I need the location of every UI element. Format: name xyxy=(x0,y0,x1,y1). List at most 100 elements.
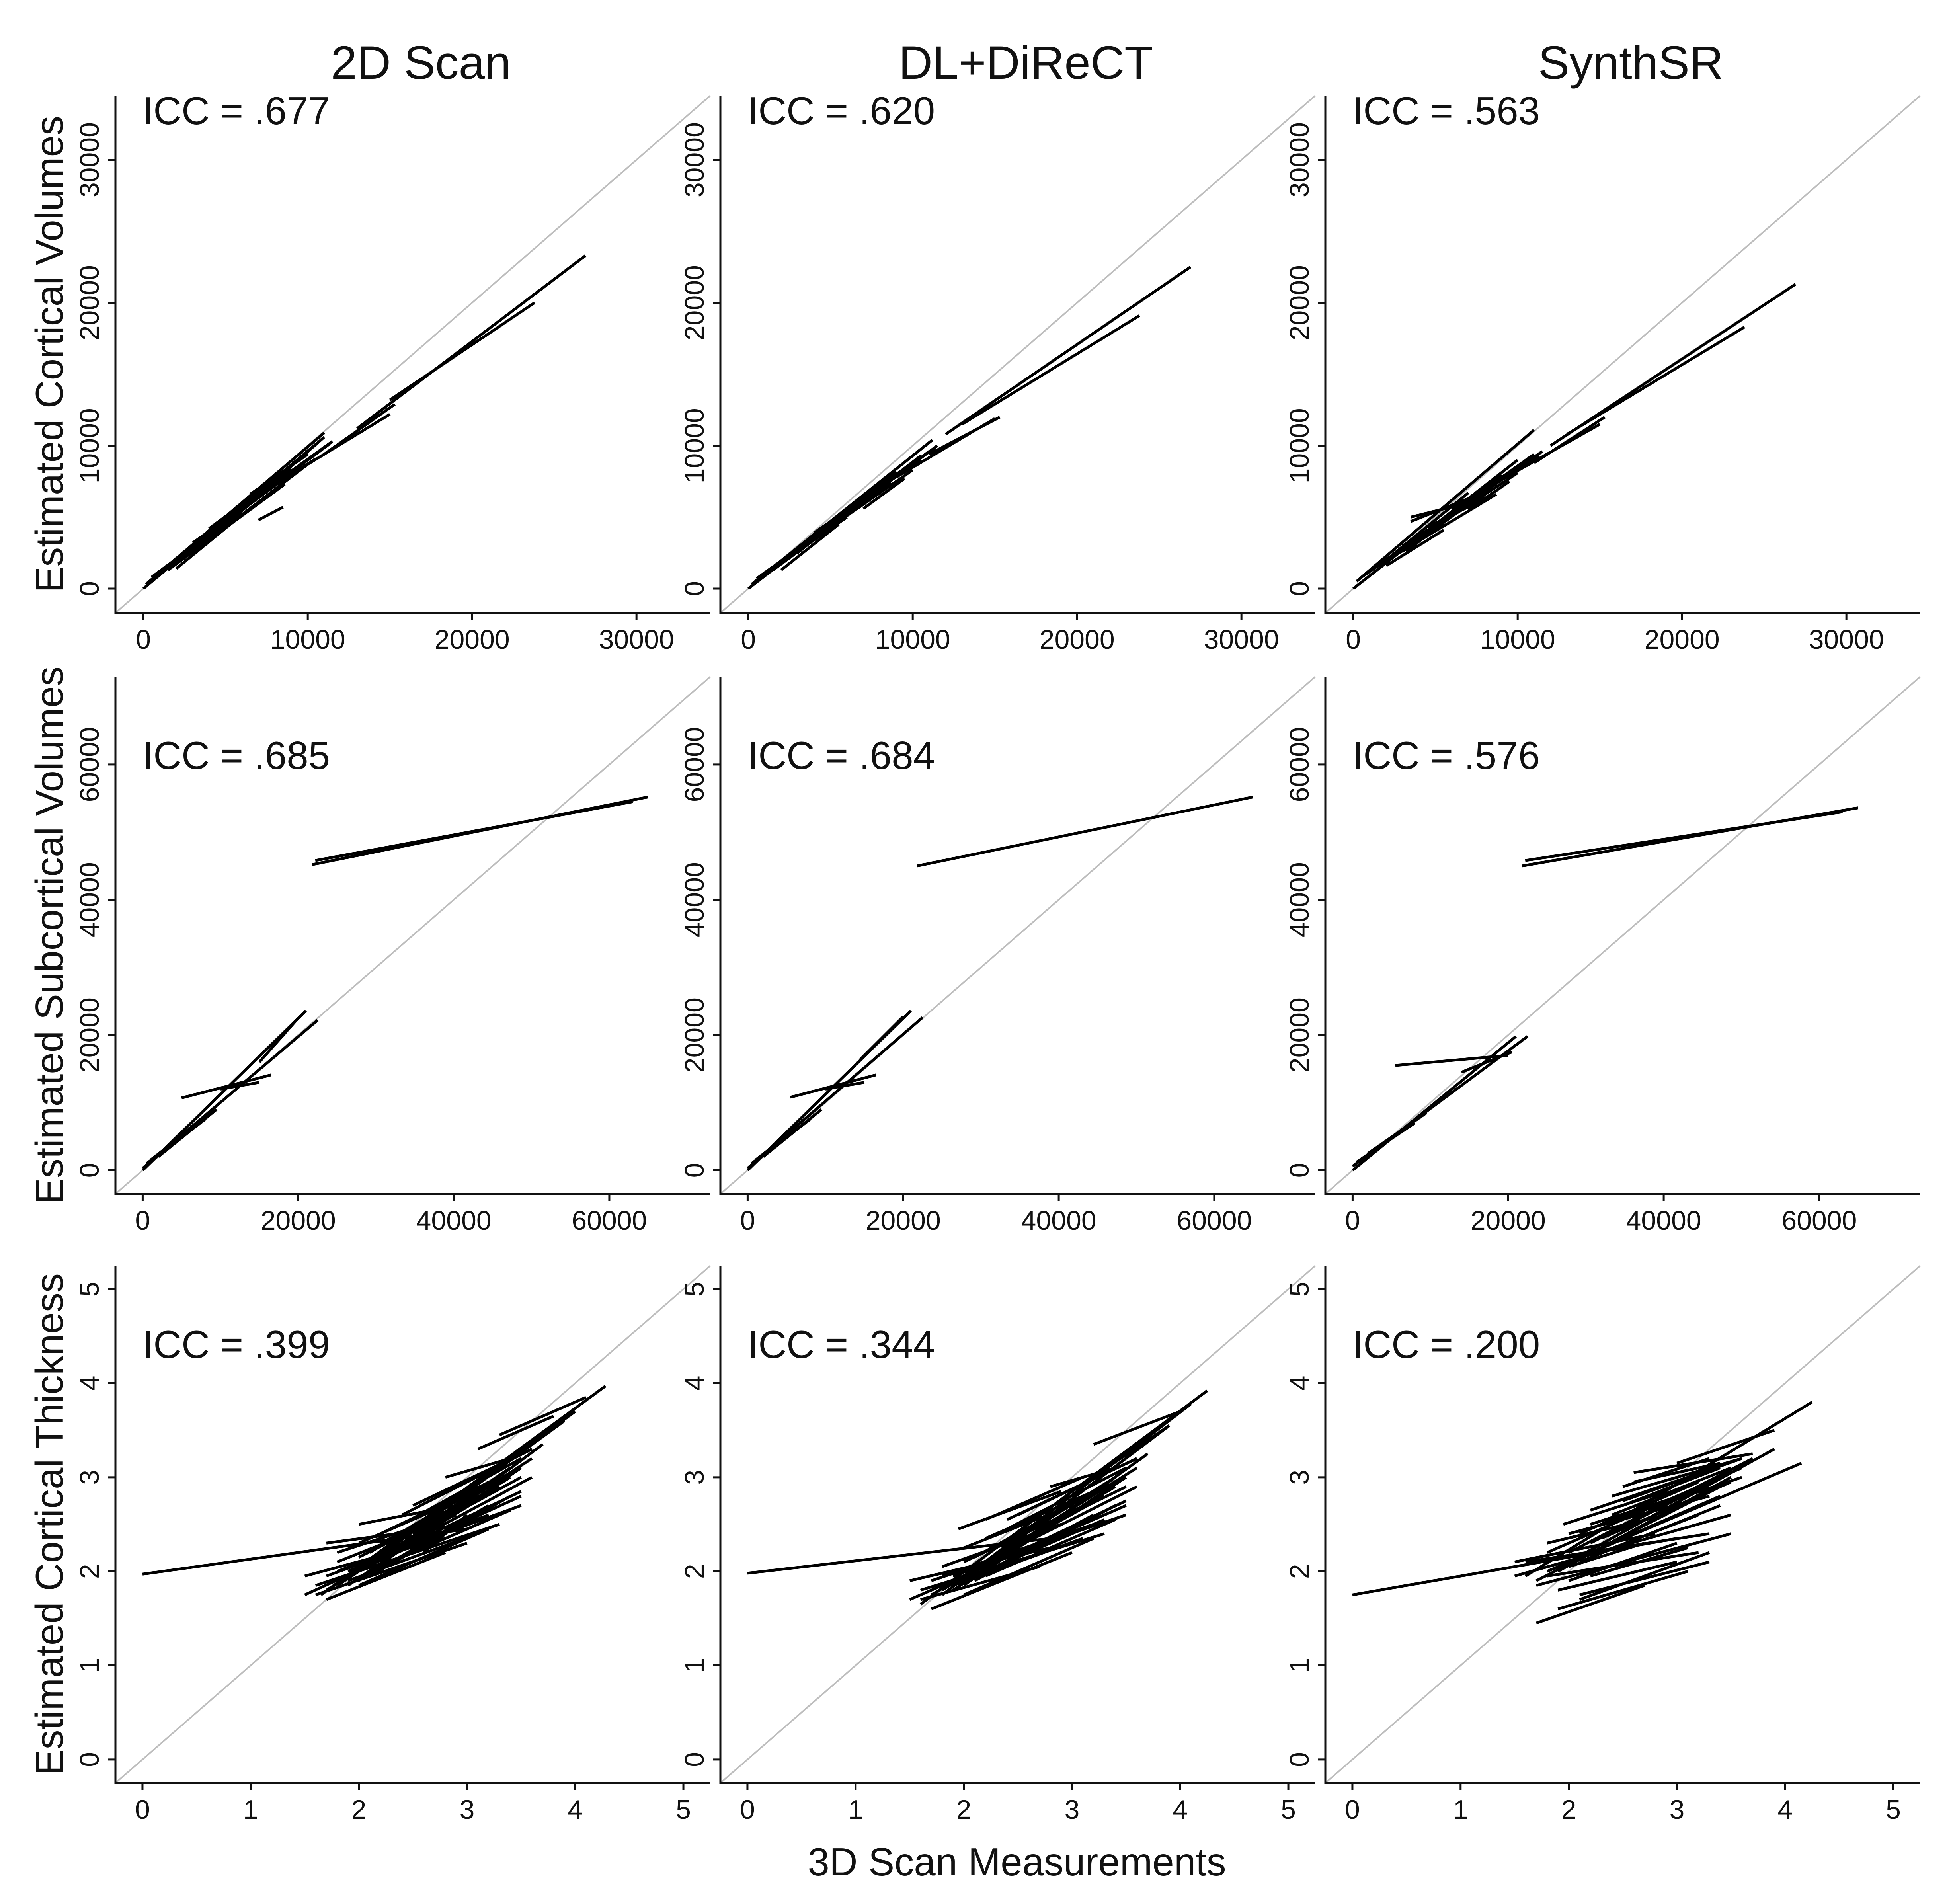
icc-annotation: ICC = .344 xyxy=(747,1323,935,1366)
data-segment xyxy=(1385,529,1445,567)
data-segment xyxy=(974,1518,1105,1578)
data-segment xyxy=(1017,1457,1137,1516)
data-segment xyxy=(315,1541,468,1596)
y-tick-label: 60000 xyxy=(1284,727,1315,802)
data-segment xyxy=(920,1565,1040,1601)
data-segment xyxy=(917,796,1254,868)
data-segment xyxy=(167,530,210,568)
data-segment xyxy=(1590,1494,1721,1554)
data-segment xyxy=(200,513,243,546)
y-tick-label: 4 xyxy=(1284,1376,1315,1391)
row-y-axis-label: Estimated Cortical Volumes xyxy=(27,116,71,593)
y-tick-label: 1 xyxy=(679,1658,710,1673)
x-tick-label: 20000 xyxy=(1040,624,1115,655)
data-segment xyxy=(1557,1570,1688,1611)
y-tick-label: 0 xyxy=(74,1752,105,1767)
x-tick-label: 3 xyxy=(1669,1795,1684,1825)
x-tick-label: 0 xyxy=(135,1206,150,1236)
data-segment xyxy=(1568,1541,1678,1582)
y-tick-label: 5 xyxy=(679,1282,710,1297)
x-tick-label: 0 xyxy=(740,1206,755,1236)
panel: 0 20000 40000 60000 0 20000 40000 60000 ICC = .6… xyxy=(74,676,711,1236)
y-tick-label: 20000 xyxy=(1284,997,1315,1073)
data-segment xyxy=(1579,1551,1710,1601)
data-segment xyxy=(821,493,872,530)
x-tick-label: 1 xyxy=(243,1795,258,1825)
panel: 0 10000 20000 30000 0 10000 20000 30000 ICC = .5… xyxy=(1284,89,1921,655)
panel: 0 20000 40000 60000 0 20000 40000 60000 ICC = .6… xyxy=(679,676,1316,1236)
x-tick-label: 40000 xyxy=(1626,1206,1701,1236)
y-tick-label: 0 xyxy=(679,1163,710,1178)
x-tick-label: 2 xyxy=(351,1795,367,1825)
data-segment xyxy=(390,1476,533,1554)
y-tick-label: 30000 xyxy=(679,122,710,197)
icc-annotation: ICC = .685 xyxy=(142,734,330,777)
data-segment xyxy=(780,523,840,572)
icc-annotation: ICC = .576 xyxy=(1352,734,1540,777)
y-tick-label: 3 xyxy=(679,1470,710,1485)
x-tick-label: 0 xyxy=(136,624,151,655)
panel: 0 1 2 3 4 5 0 1 2 3 4 5 ICC = .200 xyxy=(1284,1265,1921,1825)
x-tick-label: 30000 xyxy=(1809,624,1884,655)
x-tick-label: 0 xyxy=(1345,1206,1360,1236)
data-segment xyxy=(423,1485,500,1535)
data-segment xyxy=(1600,1514,1699,1554)
y-tick-label: 1 xyxy=(74,1658,105,1673)
data-segment xyxy=(389,301,536,401)
x-tick-label: 60000 xyxy=(1781,1206,1857,1236)
y-tick-label: 20000 xyxy=(74,265,105,340)
data-segment xyxy=(1557,1476,1732,1573)
data-segment xyxy=(1410,497,1469,523)
data-segment xyxy=(1356,429,1535,583)
x-tick-label: 1 xyxy=(1453,1795,1468,1825)
x-tick-label: 5 xyxy=(1886,1795,1901,1825)
y-tick-label: 0 xyxy=(1284,1163,1315,1178)
column-title: 2D Scan xyxy=(331,37,511,89)
data-segment xyxy=(995,1485,1138,1559)
data-segment xyxy=(1600,1481,1732,1540)
y-tick-label: 5 xyxy=(1284,1282,1315,1297)
data-segment xyxy=(347,1532,478,1582)
y-tick-label: 10000 xyxy=(74,408,105,483)
data-segment xyxy=(1006,1499,1127,1559)
panel: 0 10000 20000 30000 0 10000 20000 30000 ICC = .6… xyxy=(679,89,1316,655)
x-tick-label: 0 xyxy=(135,1795,150,1825)
y-tick-label: 60000 xyxy=(679,727,710,802)
data-segment xyxy=(995,1495,1084,1549)
data-segment xyxy=(961,314,1140,425)
data-segment xyxy=(412,1448,533,1507)
column-title: DL+DiReCT xyxy=(899,37,1153,89)
y-tick-label: 4 xyxy=(679,1376,710,1391)
data-segment xyxy=(1525,1532,1710,1564)
y-tick-label: 5 xyxy=(74,1282,105,1297)
y-tick-label: 60000 xyxy=(74,727,105,802)
y-tick-label: 0 xyxy=(1284,1752,1315,1767)
panel: 0 10000 20000 30000 0 10000 20000 30000 ICC = .6… xyxy=(74,89,711,655)
y-tick-label: 30000 xyxy=(74,122,105,197)
data-segment xyxy=(1405,509,1461,553)
y-tick-label: 20000 xyxy=(679,265,710,340)
y-tick-label: 40000 xyxy=(74,862,105,937)
data-segment xyxy=(896,417,996,478)
data-segment xyxy=(1676,1429,1775,1465)
y-tick-label: 2 xyxy=(1284,1564,1315,1579)
data-segment xyxy=(274,440,334,484)
data-segment xyxy=(1535,1584,1645,1625)
data-segment xyxy=(1377,535,1420,567)
data-segment xyxy=(1093,1410,1181,1446)
data-segment xyxy=(944,266,1192,435)
data-segment xyxy=(326,1551,446,1601)
data-segment xyxy=(401,1490,522,1549)
data-segment xyxy=(1461,1050,1513,1074)
x-tick-label: 5 xyxy=(1281,1795,1296,1825)
data-segment xyxy=(1028,1495,1105,1540)
data-segment xyxy=(985,1476,1083,1521)
data-segment xyxy=(1514,1532,1656,1563)
data-segment xyxy=(157,1108,218,1158)
data-segment xyxy=(181,1073,271,1100)
y-tick-label: 4 xyxy=(74,1376,105,1391)
data-segment xyxy=(1467,480,1510,511)
data-segment xyxy=(754,1128,795,1161)
data-segment xyxy=(862,477,905,510)
